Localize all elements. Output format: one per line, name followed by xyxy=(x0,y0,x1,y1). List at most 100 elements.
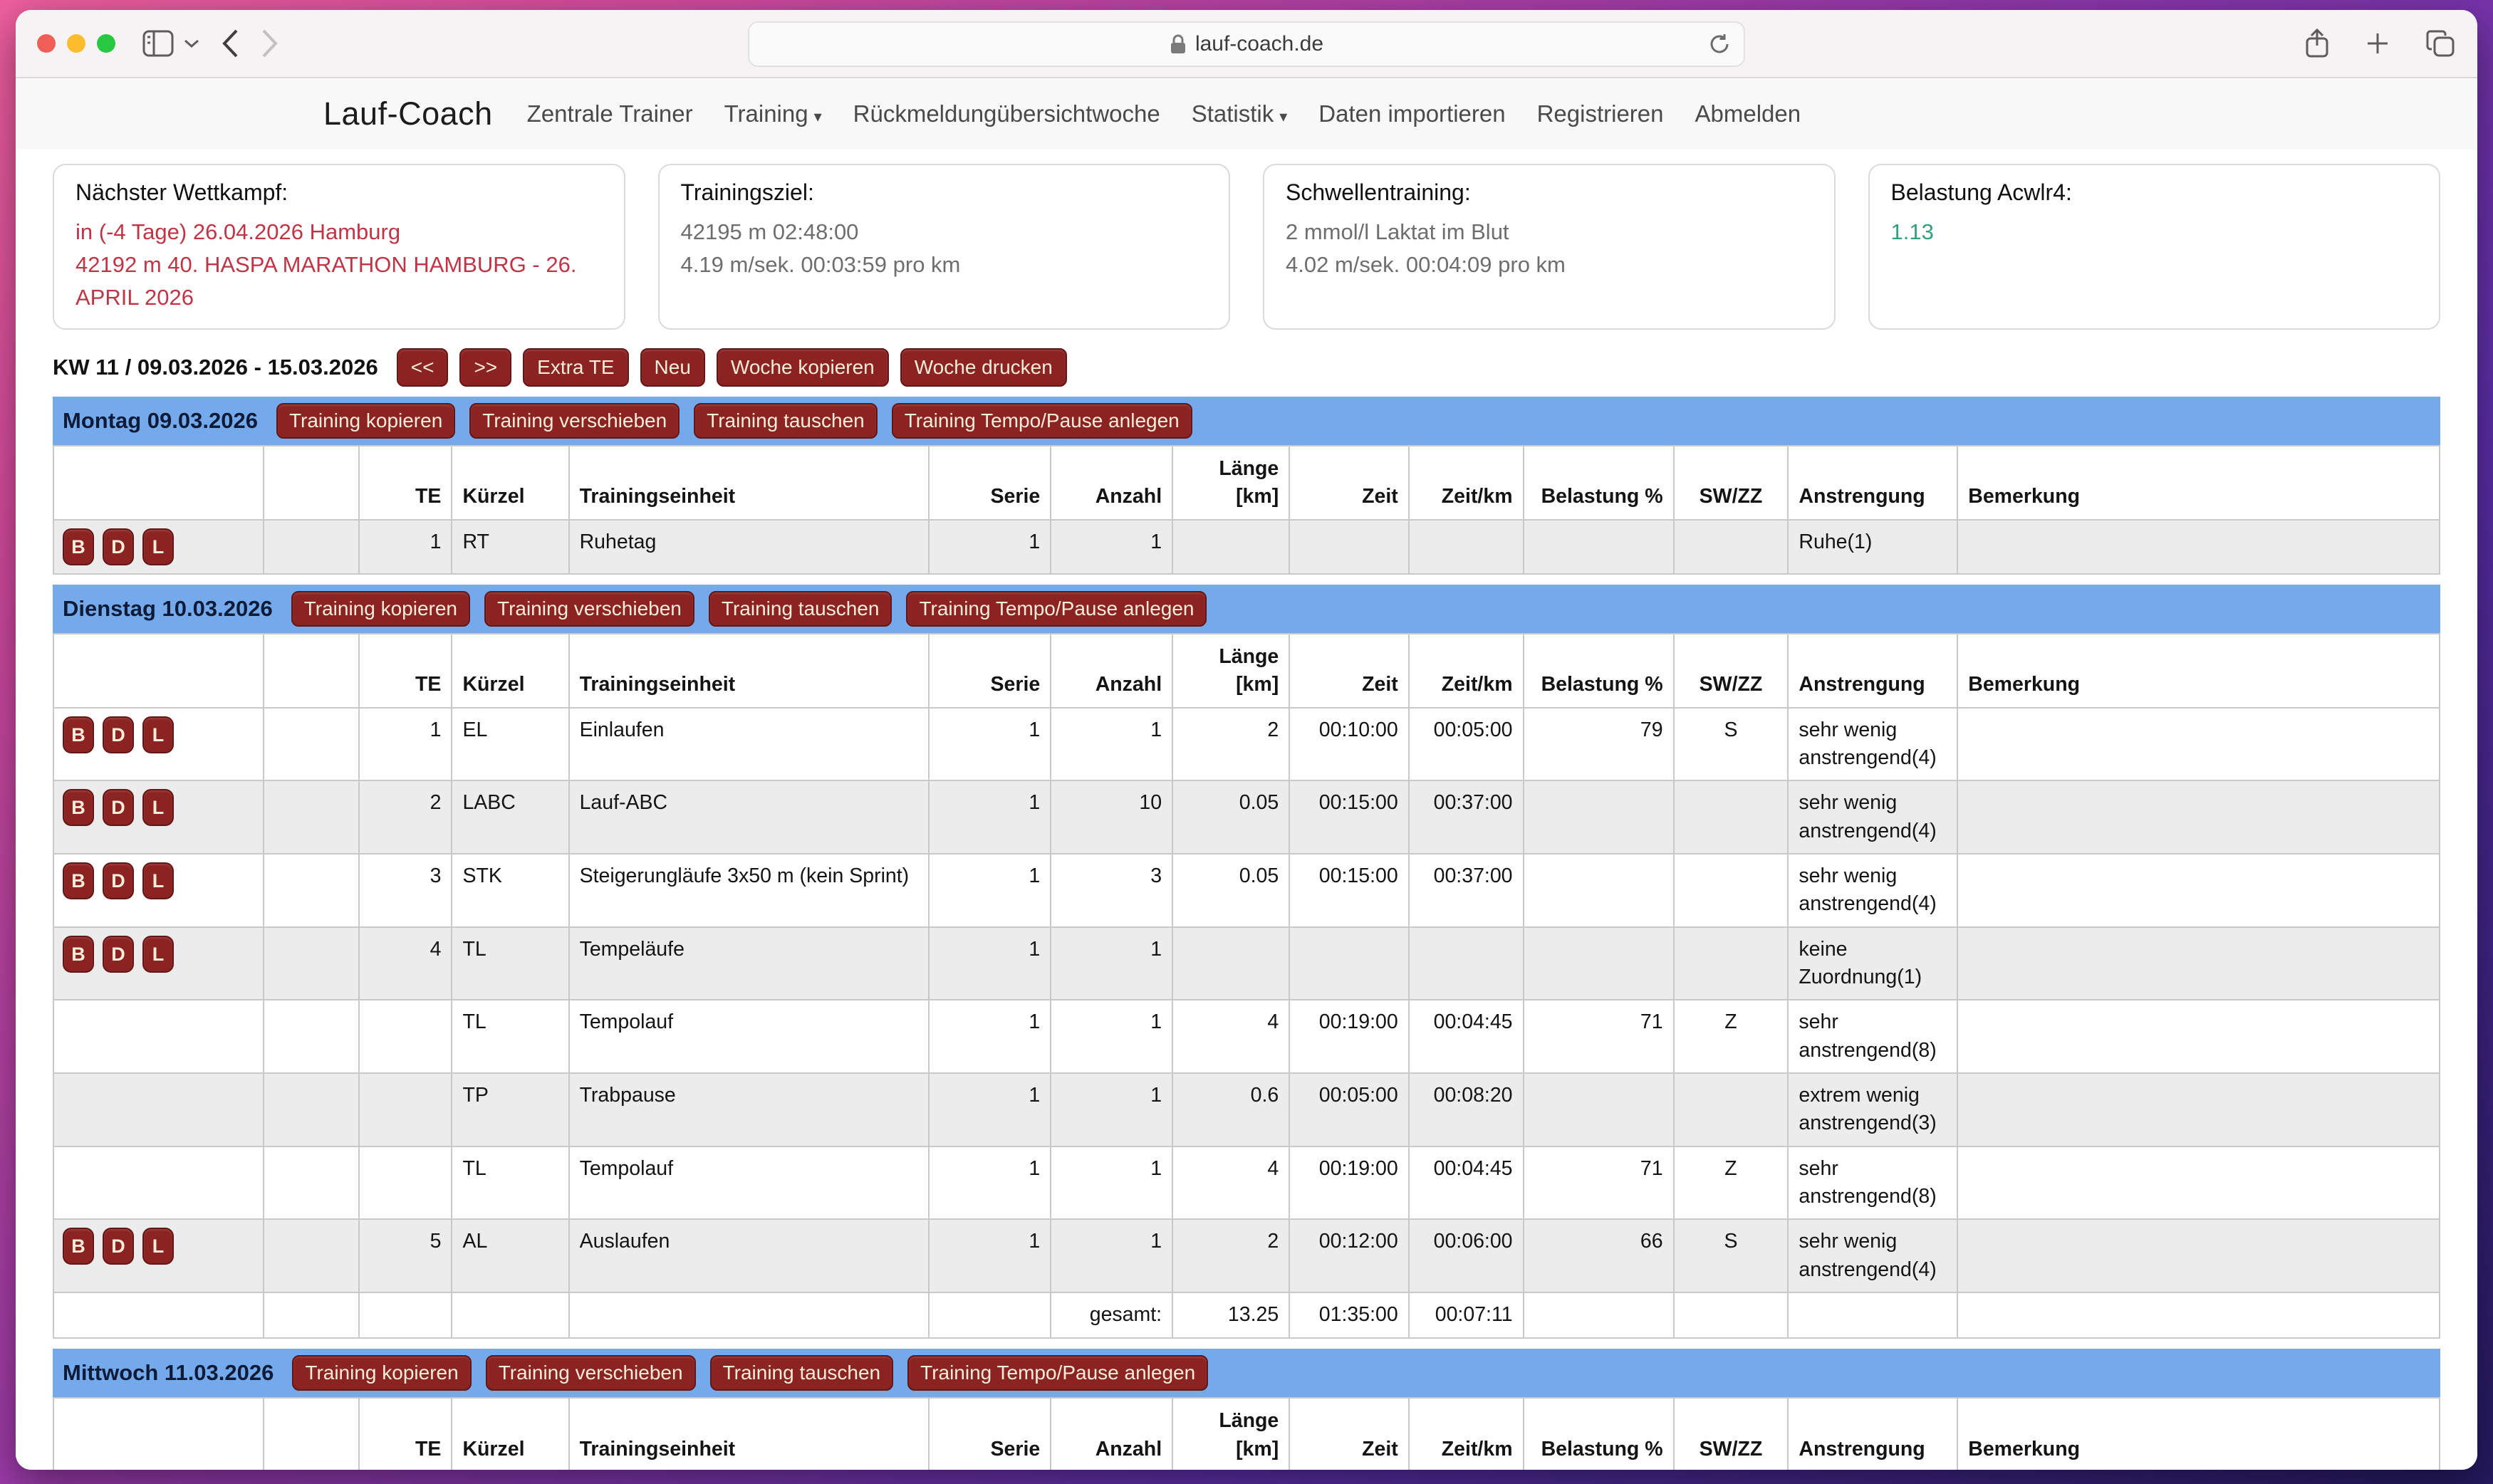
row-button-l[interactable]: L xyxy=(142,716,174,753)
cell-serie: 1 xyxy=(928,1072,1052,1147)
cell-bemerkung xyxy=(1957,706,2440,782)
cell-anstrengung: sehr anstrengend(8) xyxy=(1787,1145,1959,1221)
row-button-b[interactable]: B xyxy=(63,862,94,899)
row-button-d[interactable]: D xyxy=(103,1228,134,1265)
cell-anzahl: 1 xyxy=(1050,1218,1174,1293)
day-action-training-kopieren[interactable]: Training kopieren xyxy=(276,402,456,439)
nav-item-statistik[interactable]: Statistik ▾ xyxy=(1191,100,1288,127)
day-action-training-kopieren[interactable]: Training kopieren xyxy=(292,1354,472,1391)
week-button-extra-te[interactable]: Extra TE xyxy=(523,348,629,387)
sidebar-toggle-icon[interactable] xyxy=(142,30,174,57)
row-button-b[interactable]: B xyxy=(63,789,94,827)
new-tab-icon[interactable] xyxy=(2365,31,2390,56)
brand-logo[interactable]: Lauf-Coach xyxy=(323,95,493,132)
cell-zeit: 00:10:00 xyxy=(1289,706,1410,782)
nav-item-training[interactable]: Training ▾ xyxy=(724,100,822,127)
cell-zeit: 00:19:00 xyxy=(1289,999,1410,1074)
day-action-training-tauschen[interactable]: Training tauschen xyxy=(709,1354,894,1391)
cell-belastung xyxy=(1522,852,1675,928)
forward-button-icon[interactable] xyxy=(261,28,279,58)
row-button-l[interactable]: L xyxy=(142,789,174,827)
table-row: B D L 2 LABC Lauf-ABC 1 10 0.05 00:15:00 00:37:00 s… xyxy=(53,780,2440,855)
cell-einheit: Ruhetag xyxy=(568,518,930,575)
row-button-b[interactable]: B xyxy=(63,716,94,753)
day-action-training-tauschen[interactable]: Training tauschen xyxy=(708,590,892,627)
lock-icon xyxy=(1170,33,1187,55)
cell-bemerkung xyxy=(1957,926,2440,1001)
cell-swzz xyxy=(1672,926,1789,1001)
row-button-l[interactable]: L xyxy=(142,528,174,565)
week-button-woche-drucken[interactable]: Woche drucken xyxy=(900,348,1067,387)
cell-einheit: Einlaufen xyxy=(568,706,930,782)
column-header-swzz: SW/ZZ xyxy=(1672,632,1789,709)
row-button-d[interactable]: D xyxy=(103,716,134,753)
back-button-icon[interactable] xyxy=(221,28,239,58)
chevron-down-icon: ▾ xyxy=(1279,108,1288,125)
cell-belastung: 71 xyxy=(1522,999,1675,1074)
cell-swzz xyxy=(1672,1072,1789,1147)
row-button-l[interactable]: L xyxy=(142,935,174,973)
address-bar[interactable]: lauf-coach.de xyxy=(748,21,1745,67)
cell-spacer xyxy=(262,1218,360,1293)
nav-item-zentrale-trainer[interactable]: Zentrale Trainer xyxy=(526,100,693,127)
share-icon[interactable] xyxy=(2305,28,2329,58)
day-action-training-verschieben[interactable]: Training verschieben xyxy=(485,1354,696,1391)
row-button-b[interactable]: B xyxy=(63,1228,94,1265)
column-header-bemerkung: Bemerkung xyxy=(1957,1396,2440,1470)
zoom-window-button[interactable] xyxy=(97,34,115,53)
day-action-training-verschieben[interactable]: Training verschieben xyxy=(484,590,694,627)
row-button-d[interactable]: D xyxy=(103,935,134,973)
cell-anzahl: 1 xyxy=(1050,706,1174,782)
minimize-window-button[interactable] xyxy=(67,34,85,53)
cell-actions xyxy=(53,1072,264,1147)
day-action-training-tempo-pause-anlegen[interactable]: Training Tempo/Pause anlegen xyxy=(906,590,1207,627)
day-action-training-tempo-pause-anlegen[interactable]: Training Tempo/Pause anlegen xyxy=(891,402,1192,439)
chevron-down-icon[interactable] xyxy=(184,38,199,48)
column-header-anstrengung: Anstrengung xyxy=(1787,444,1959,521)
cell-laenge xyxy=(1172,926,1291,1001)
day-action-training-verschieben[interactable]: Training verschieben xyxy=(469,402,680,439)
week-button--[interactable]: >> xyxy=(459,348,512,387)
row-button-d[interactable]: D xyxy=(103,862,134,899)
week-button-neu[interactable]: Neu xyxy=(640,348,705,387)
week-button-woche-kopieren[interactable]: Woche kopieren xyxy=(716,348,889,387)
day-action-training-tauschen[interactable]: Training tauschen xyxy=(694,402,878,439)
cell-zeit: 00:19:00 xyxy=(1289,1145,1410,1221)
row-button-d[interactable]: D xyxy=(103,528,134,565)
nav-item-r-ckmeldung-bersichtwoche[interactable]: Rückmeldungübersichtwoche xyxy=(853,100,1160,127)
cell-zeitkm: 00:08:20 xyxy=(1407,1072,1524,1147)
cell-anstrengung: sehr anstrengend(8) xyxy=(1787,999,1959,1074)
cell-anstrengung: sehr wenig anstrengend(4) xyxy=(1787,706,1959,782)
row-button-l[interactable]: L xyxy=(142,862,174,899)
row-button-b[interactable]: B xyxy=(63,935,94,973)
week-button--[interactable]: << xyxy=(396,348,449,387)
cell-serie xyxy=(928,1291,1052,1339)
column-header-spacer xyxy=(262,444,360,521)
training-table: TE Kürzel Trainingseinheit Serie Anzahl Länge… xyxy=(53,632,2440,1339)
nav-item-abmelden[interactable]: Abmelden xyxy=(1695,100,1801,127)
cell-zeitkm: 00:04:45 xyxy=(1407,1145,1524,1221)
cell-zeitkm xyxy=(1407,926,1524,1001)
info-card-4: Belastung Acwlr4: 1.13 xyxy=(1868,164,2440,330)
cell-te: 2 xyxy=(358,780,453,855)
reload-icon[interactable] xyxy=(1708,33,1731,56)
close-window-button[interactable] xyxy=(37,34,56,53)
row-button-d[interactable]: D xyxy=(103,789,134,827)
nav-item-daten-importieren[interactable]: Daten importieren xyxy=(1318,100,1506,127)
row-button-b[interactable]: B xyxy=(63,528,94,565)
window-controls[interactable] xyxy=(37,34,115,53)
tab-overview-icon[interactable] xyxy=(2426,29,2456,58)
cell-spacer xyxy=(262,706,360,782)
row-button-l[interactable]: L xyxy=(142,1228,174,1265)
column-header-laenge: Länge [km] xyxy=(1172,1396,1291,1470)
day-action-training-tempo-pause-anlegen[interactable]: Training Tempo/Pause anlegen xyxy=(907,1354,1209,1391)
cell-zeit: 00:15:00 xyxy=(1289,852,1410,928)
nav-item-registrieren[interactable]: Registrieren xyxy=(1536,100,1664,127)
column-header-bemerkung: Bemerkung xyxy=(1957,444,2440,521)
card-value-line: 4.19 m/sek. 00:03:59 pro km xyxy=(680,251,961,277)
column-header-swzz: SW/ZZ xyxy=(1672,444,1789,521)
day-action-training-kopieren[interactable]: Training kopieren xyxy=(291,590,470,627)
column-header-k: Kürzel xyxy=(451,444,570,521)
cell-serie: 1 xyxy=(928,518,1052,575)
